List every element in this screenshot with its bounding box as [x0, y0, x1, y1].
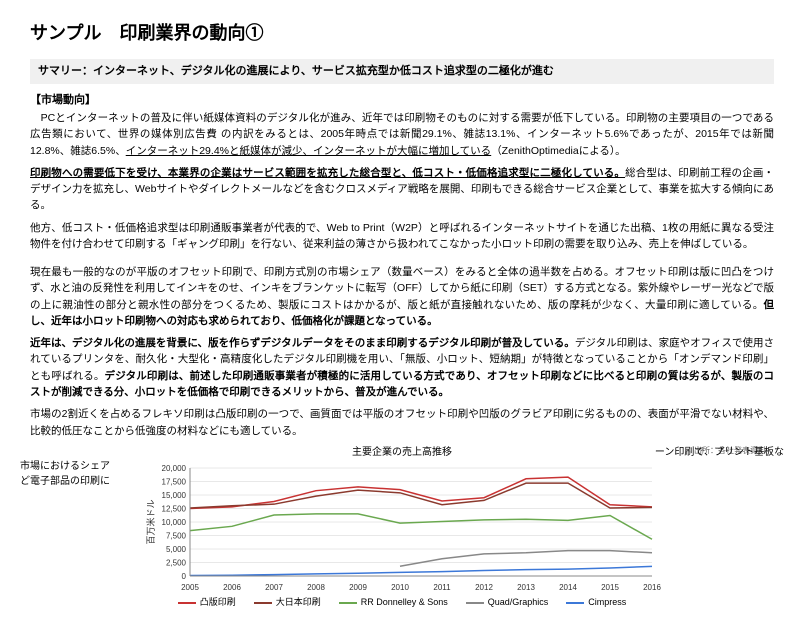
legend-item: RR Donnelley & Sons	[339, 596, 448, 610]
svg-text:10,000: 10,000	[162, 518, 187, 527]
svg-text:2013: 2013	[517, 583, 535, 592]
paragraph-3: 他方、低コスト・低価格追求型は印刷通販事業者が代表的で、Web to Print…	[30, 220, 774, 253]
svg-text:20,000: 20,000	[162, 464, 187, 473]
paragraph-4: 現在最も一般的なのが平版のオフセット印刷で、印刷方式別の市場シェア（数量ベース）…	[30, 264, 774, 329]
svg-text:2012: 2012	[475, 583, 493, 592]
svg-text:15,000: 15,000	[162, 491, 187, 500]
svg-text:5,000: 5,000	[166, 545, 187, 554]
svg-text:2005: 2005	[181, 583, 199, 592]
svg-text:2,500: 2,500	[166, 558, 187, 567]
summary-bar: サマリー：インターネット、デジタル化の進展により、サービス拡充型か低コスト追求型…	[30, 59, 774, 84]
p1-underline: インターネット29.4%と紙媒体が減少、インターネットが大幅に増加している	[126, 145, 491, 157]
svg-text:2010: 2010	[391, 583, 409, 592]
legend-item: Quad/Graphics	[466, 596, 549, 610]
svg-text:2014: 2014	[559, 583, 577, 592]
p5-bold-c: デジタル印刷は、前述した印刷通販事業者が積極的に活用している方式であり、オフセッ…	[30, 370, 774, 398]
svg-text:0: 0	[182, 572, 187, 581]
side-left-1: 市場におけるシェア	[20, 461, 110, 472]
legend-item: 大日本印刷	[254, 596, 321, 610]
legend-item: 凸版印刷	[178, 596, 236, 610]
svg-text:7,500: 7,500	[166, 531, 187, 540]
svg-text:2006: 2006	[223, 583, 241, 592]
p4-text: 現在最も一般的なのが平版のオフセット印刷で、印刷方式別の市場シェア（数量ベース）…	[30, 266, 774, 311]
side-text-left: 市場におけるシェア ど電子部品の印刷に	[20, 459, 160, 489]
svg-text:2008: 2008	[307, 583, 325, 592]
line-chart: 0 2,500 5,000 7,500 10,000 12,500 15,000 17,500…	[142, 462, 662, 592]
svg-text:2015: 2015	[601, 583, 619, 592]
paragraph-5: 近年は、デジタル化の進展を背景に、版を作らずデジタルデータをそのまま印刷するデジ…	[30, 335, 774, 400]
svg-text:2016: 2016	[643, 583, 661, 592]
p2-bold-underline: 印刷物への需要低下を受け、本業界の企業はサービス範囲を拡充した総合型と、低コスト…	[30, 167, 625, 179]
svg-text:百万米ドル: 百万米ドル	[145, 499, 156, 544]
legend-item: Cimpress	[566, 596, 626, 610]
page-title: サンプル 印刷業界の動向①	[30, 20, 774, 47]
paragraph-1: PCとインターネットの普及に伴い紙媒体資料のデジタル化が進み、近年では印刷物その…	[30, 110, 774, 159]
p5-bold-a: 近年は、デジタル化の進展を背景に、版を作らずデジタルデータをそのまま印刷するデジ…	[30, 337, 575, 349]
side-left-2: ど電子部品の印刷に	[20, 476, 110, 487]
section-label: 【市場動向】	[30, 92, 774, 109]
paragraph-2: 印刷物への需要低下を受け、本業界の企業はサービス範囲を拡充した総合型と、低コスト…	[30, 165, 774, 214]
chart-container: 市場におけるシェア ど電子部品の印刷に 出所：各社発表資料 ーン印刷で、プリント…	[30, 445, 774, 610]
chart-legend: 凸版印刷 大日本印刷 RR Donnelley & Sons Quad/Graphic…	[30, 596, 774, 610]
svg-text:2007: 2007	[265, 583, 283, 592]
paragraph-6: 市場の2割近くを占めるフレキソ印刷は凸版印刷の一つで、画質面では平版のオフセット…	[30, 406, 774, 439]
svg-text:12,500: 12,500	[162, 504, 187, 513]
svg-text:2011: 2011	[433, 583, 451, 592]
svg-text:17,500: 17,500	[162, 477, 187, 486]
p1-text-b: （ZenithOptimediaによる）。	[491, 145, 625, 157]
svg-text:2009: 2009	[349, 583, 367, 592]
side-text-right: ーン印刷で、プリント基板な	[644, 445, 784, 460]
